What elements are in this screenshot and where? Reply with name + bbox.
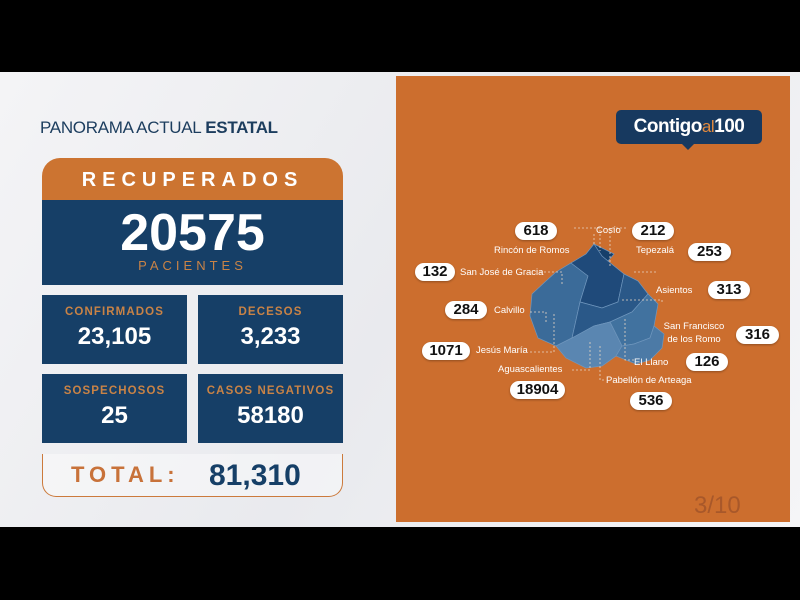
card-label: DECESOS [238, 306, 303, 318]
page-title: PANORAMA ACTUAL ESTATAL [40, 118, 278, 138]
label-cosio: Cosío [596, 225, 621, 236]
sospechosos-card: SOSPECHOSOS 25 [42, 374, 187, 443]
label-aguascalientes: Aguascalientes [498, 364, 563, 375]
decesos-card: DECESOS 3,233 [198, 295, 343, 364]
title-bold: ESTATAL [205, 118, 278, 137]
total-box: TOTAL: 81,310 [42, 454, 343, 497]
recuperados-unit: PACIENTES [138, 258, 247, 273]
label-rincon-de-romos: Rincón de Romos [494, 245, 570, 256]
total-label: TOTAL: [71, 462, 180, 487]
count-san-francisco-de-los-romo: 316 [736, 326, 779, 344]
count-calvillo: 284 [445, 301, 487, 319]
count-rincon-de-romos: 618 [515, 222, 557, 240]
map-region-ridge [592, 243, 615, 262]
recuperados-card: RECUPERADOS 20575 PACIENTES [42, 158, 343, 285]
slide: PANORAMA ACTUAL ESTATAL RECUPERADOS 2057… [0, 72, 800, 527]
label-san-francisco-de-los-romo: San Francisco de los Romo [663, 321, 725, 345]
contigo-al-100-logo: Contigoal100 [616, 110, 762, 150]
count-san-jose-de-gracia: 132 [415, 263, 455, 281]
card-value: 25 [101, 402, 128, 429]
page-indicator: 3/10 [694, 492, 741, 519]
state-map [529, 227, 665, 381]
total-value: 81,310 [209, 459, 301, 492]
label-calvillo: Calvillo [494, 305, 525, 316]
card-label: CONFIRMADOS [65, 306, 164, 318]
card-value: 3,233 [240, 323, 301, 350]
map-panel: Contigoal100 618 Rincón de Romos Cosío 2… [396, 76, 790, 522]
stats-panel: PANORAMA ACTUAL ESTATAL RECUPERADOS 2057… [0, 72, 392, 527]
label-tepezala: Tepezalá [636, 245, 675, 256]
title-regular: PANORAMA ACTUAL [40, 118, 206, 137]
count-jesus-maria: 1071 [422, 342, 470, 360]
count-aguascalientes: 18904 [510, 381, 565, 399]
label-san-jose-de-gracia: San José de Gracia [460, 267, 544, 278]
recuperados-value: 20575 [120, 204, 265, 262]
label-el-llano: El Llano [634, 357, 669, 368]
count-el-llano: 126 [686, 353, 728, 371]
card-value: 23,105 [77, 323, 152, 350]
leader-lines [530, 227, 663, 381]
map-region-south [555, 321, 623, 369]
casos-negativos-card: CASOS NEGATIVOS 58180 [198, 374, 343, 443]
card-label: CASOS NEGATIVOS [206, 385, 335, 397]
confirmados-card: CONFIRMADOS 23,105 [42, 295, 187, 364]
label-asientos: Asientos [656, 285, 693, 296]
card-value: 58180 [237, 402, 304, 429]
count-asientos: 313 [708, 281, 750, 299]
label-jesus-maria: Jesús María [476, 345, 528, 356]
count-pabellon-de-arteaga: 536 [630, 392, 672, 410]
label-pabellon-de-arteaga: Pabellón de Arteaga [606, 375, 692, 386]
count-tepezala: 253 [688, 243, 731, 261]
recuperados-label: RECUPERADOS [42, 158, 343, 200]
card-label: SOSPECHOSOS [63, 385, 166, 397]
count-cosio: 212 [632, 222, 674, 240]
